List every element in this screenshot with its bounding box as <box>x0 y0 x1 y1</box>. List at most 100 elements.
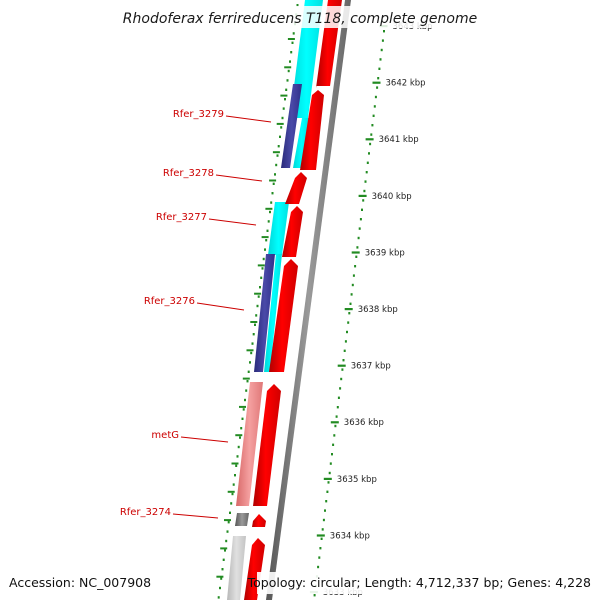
ring-dot <box>322 518 325 522</box>
gene-labels: Rfer_3279 Rfer_3278 Rfer_3277 Rfer_3276 … <box>120 109 272 519</box>
inner-ring-tick <box>265 207 273 210</box>
footer-topology-background <box>257 572 600 594</box>
accession-text: Accession: NC_007908 <box>9 575 151 590</box>
ring-dot <box>350 293 353 296</box>
feature-pink-metg <box>236 382 263 506</box>
ring-tick-label: 3640 kbp <box>372 192 412 202</box>
ring-dot <box>332 443 335 446</box>
inner-ring-dot <box>261 267 264 270</box>
inner-ring-dot <box>221 568 224 571</box>
ring-tick-mark <box>323 477 332 480</box>
ring-tick-label: 3638 kbp <box>358 305 398 315</box>
ring-dot <box>379 58 382 61</box>
inner-ring-tick <box>227 490 235 493</box>
ring-tick-mark <box>344 308 353 311</box>
inner-ring-tick <box>231 462 239 465</box>
inner-ring-dot <box>220 577 223 580</box>
ring-dot <box>348 312 351 315</box>
ring-dot <box>377 77 380 80</box>
ring-tick-label: 3634 kbp <box>330 531 370 541</box>
ring-dot <box>341 368 344 371</box>
inner-ring-dot <box>276 154 279 157</box>
cds-red-bottom <box>244 538 265 600</box>
footer-accession-background <box>4 572 156 594</box>
ring-tick-mark <box>337 364 346 367</box>
ring-dot <box>351 283 354 287</box>
ring-dot <box>335 415 338 418</box>
gene-label-rfer3277[interactable]: Rfer_3277 <box>156 212 207 223</box>
inner-ring-tick <box>224 519 231 522</box>
ring-dot <box>357 236 360 240</box>
inner-ring-dot <box>256 304 259 308</box>
ring-dot <box>369 142 372 146</box>
leader-rfer3278 <box>215 174 263 182</box>
feature-cyan-rfer3277 <box>268 202 289 255</box>
inner-ring-dot <box>286 79 289 82</box>
inner-ring-dot <box>262 257 265 261</box>
cds-red-rfer3278 <box>285 172 307 204</box>
gene-label-rfer3274[interactable]: Rfer_3274 <box>120 507 171 518</box>
inner-ring-dot <box>287 69 290 73</box>
inner-ring-dot <box>270 201 273 204</box>
inner-ring-dot <box>252 333 255 336</box>
inner-ring-dot <box>251 342 254 345</box>
tick-ring-inner <box>216 4 299 599</box>
leader-rfer3276 <box>196 302 245 311</box>
leader-rfer3274 <box>172 513 219 519</box>
ring-dot <box>337 396 340 399</box>
inner-ring-dot <box>277 145 280 148</box>
inner-ring-dot <box>225 539 228 543</box>
feature-cyan-top-b <box>293 118 310 168</box>
inner-ring-dot <box>235 464 238 467</box>
ring-dot <box>376 86 379 89</box>
backbone-track <box>266 0 351 600</box>
inner-ring-dot <box>296 4 299 7</box>
ring-tick-mark <box>365 138 374 141</box>
inner-ring-dot <box>242 408 245 411</box>
inner-ring-tick <box>235 434 243 437</box>
inner-ring-dot <box>284 98 286 101</box>
ring-dot <box>319 547 322 550</box>
ring-dot <box>358 227 361 230</box>
ring-dot <box>336 406 339 409</box>
ring-dot <box>329 462 332 465</box>
ring-dot <box>325 500 328 503</box>
gene-label-rfer3276[interactable]: Rfer_3276 <box>144 296 195 307</box>
gene-label-rfer3279[interactable]: Rfer_3279 <box>173 109 224 120</box>
ring-tick-label: 3641 kbp <box>379 135 419 145</box>
feature-navy-rfer3279 <box>281 84 302 168</box>
inner-ring-dot <box>259 286 261 289</box>
ring-dot <box>342 359 345 362</box>
ring-dot <box>339 387 342 390</box>
gene-label-metg[interactable]: metG <box>151 430 179 441</box>
topology-text: Topology: circular; Length: 4,712,337 bp… <box>247 575 591 590</box>
inner-ring-tick <box>284 66 292 69</box>
ring-dot <box>327 481 330 484</box>
ring-tick-mark <box>358 194 367 197</box>
ring-dot <box>372 114 375 117</box>
ring-dot <box>320 537 323 540</box>
ring-dot <box>365 171 368 174</box>
ring-dot <box>343 349 346 352</box>
inner-ring-dot <box>226 530 229 533</box>
ring-dot <box>370 133 373 136</box>
ring-dot <box>326 490 329 493</box>
ring-dot <box>352 274 355 277</box>
ring-tick-label: 3637 kbp <box>351 362 391 372</box>
ring-dot <box>366 161 369 164</box>
inner-ring-dot <box>246 380 249 383</box>
gene-label-rfer3278[interactable]: Rfer_3278 <box>163 168 214 179</box>
inner-ring-dot <box>275 163 278 167</box>
inner-ring-dot <box>272 182 275 185</box>
ring-dot <box>363 189 366 193</box>
ring-tick-mark <box>330 421 339 424</box>
title-background <box>122 6 478 28</box>
ring-tick-label: 3639 kbp <box>365 248 405 258</box>
map-title: Rhodoferax ferrireducens T118, complete … <box>123 11 477 27</box>
inner-ring-dot <box>250 351 253 355</box>
ring-dot <box>331 453 333 456</box>
ring-tick-label: 3636 kbp <box>344 418 384 428</box>
inner-ring-dot <box>292 32 295 35</box>
feature-cyan-rfer3276 <box>264 254 282 372</box>
ring-dot <box>324 509 326 512</box>
